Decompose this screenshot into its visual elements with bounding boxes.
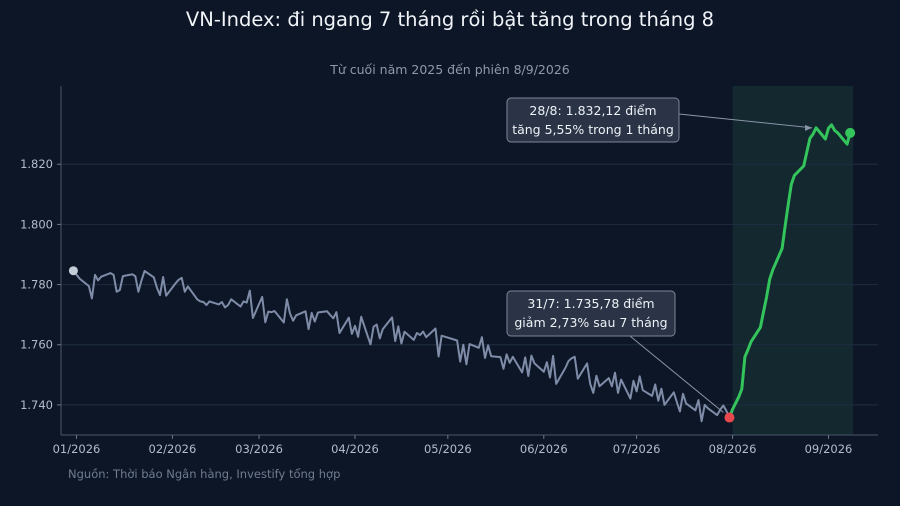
annotation-high-line-2: tăng 5,55% trong 1 tháng xyxy=(512,122,674,137)
annotation-high-arrow xyxy=(678,113,813,129)
x-tick-label: 02/2026 xyxy=(149,442,197,456)
grid-lines xyxy=(61,163,878,406)
annotation-low-box xyxy=(506,290,676,337)
series-line-rise xyxy=(728,123,852,419)
end-marker xyxy=(845,127,856,138)
x-tick-label: 06/2026 xyxy=(520,442,568,456)
annotation-high-box xyxy=(506,97,680,143)
series-line-flat xyxy=(72,270,731,423)
y-tick-label: 1.800 xyxy=(20,217,53,231)
annotation-low-arrow xyxy=(629,335,724,413)
start-marker xyxy=(68,266,78,276)
annotations: 31/7: 1.735,78 điểm giảm 2,73% sau 7 thá… xyxy=(506,97,813,413)
annotation-high-line-1: 28/8: 1.832,12 điểm xyxy=(529,103,656,118)
x-tick-label: 05/2026 xyxy=(424,442,472,456)
y-tick-label: 1.760 xyxy=(20,338,53,352)
annotation-low-line-2: giảm 2,73% sau 7 tháng xyxy=(514,315,667,330)
source-note: Nguồn: Thời báo Ngân hàng, Investify tổn… xyxy=(68,467,341,481)
highlight-band xyxy=(732,86,854,435)
y-tick-label: 1.780 xyxy=(20,278,53,292)
y-axis-ticks: 1.740 1.760 1.780 1.800 1.820 xyxy=(20,157,61,412)
chart-title: VN-Index: đi ngang 7 tháng rồi bật tăng … xyxy=(185,8,715,31)
annotation-high-arrowhead xyxy=(805,124,813,131)
annotation-low: 31/7: 1.735,78 điểm giảm 2,73% sau 7 thá… xyxy=(506,290,724,413)
x-tick-label: 07/2026 xyxy=(613,442,661,456)
axes xyxy=(60,86,878,436)
x-tick-label: 01/2026 xyxy=(53,442,101,456)
annotation-low-line-1: 31/7: 1.735,78 điểm xyxy=(527,296,654,311)
x-tick-label: 03/2026 xyxy=(235,442,283,456)
annotation-high: 28/8: 1.832,12 điểm tăng 5,55% trong 1 t… xyxy=(506,97,813,143)
point-markers xyxy=(68,127,856,423)
y-tick-label: 1.740 xyxy=(20,398,53,412)
x-tick-label: 09/2026 xyxy=(805,442,853,456)
y-tick-label: 1.820 xyxy=(20,157,53,171)
low-marker xyxy=(724,412,735,423)
x-axis-ticks: 01/2026 02/2026 03/2026 04/2026 05/2026 06/20… xyxy=(53,435,853,456)
x-tick-label: 08/2026 xyxy=(709,442,757,456)
x-tick-label: 04/2026 xyxy=(331,442,379,456)
chart-subtitle: Từ cuối năm 2025 đến phiên 8/9/2026 xyxy=(330,62,570,77)
